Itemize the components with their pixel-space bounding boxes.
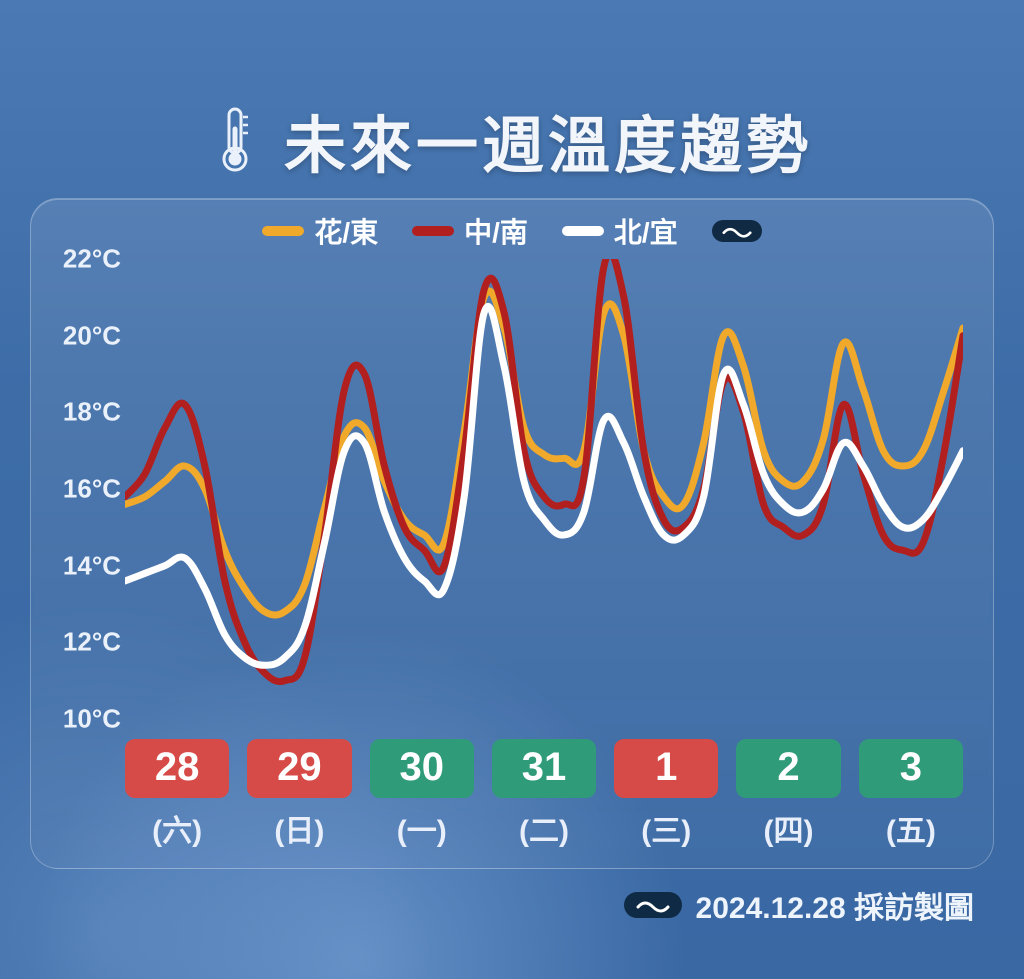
weekday-label: (六) bbox=[152, 806, 202, 850]
page-title: 未來一週溫度趨勢 bbox=[284, 95, 812, 185]
legend-swatch bbox=[412, 226, 454, 236]
y-axis-labels: 22°C20°C18°C16°C14°C12°C10°C bbox=[43, 259, 121, 719]
legend-swatch bbox=[262, 226, 304, 236]
day-badge: 30 bbox=[370, 739, 474, 798]
weekday-label: (五) bbox=[886, 806, 936, 850]
weekday-label: (三) bbox=[641, 806, 691, 850]
day-column: 29 (日) bbox=[247, 739, 351, 850]
weekday-label: (一) bbox=[397, 806, 447, 850]
day-badge: 28 bbox=[125, 739, 229, 798]
y-tick-label: 14°C bbox=[43, 550, 121, 581]
day-column: 28 (六) bbox=[125, 739, 229, 850]
legend-swatch bbox=[562, 226, 604, 236]
day-column: 2 (四) bbox=[736, 739, 840, 850]
footer: 2024.12.28 採訪製圖 bbox=[624, 883, 974, 927]
plot-area bbox=[125, 259, 963, 719]
chart-panel: 花/東 中/南 北/宜 22°C 20°C 18°C 16°C 14°C 12°C 10°C 2… bbox=[30, 198, 994, 869]
legend-item: 北/宜 bbox=[562, 211, 678, 251]
x-axis-days: 28 (六) 29 (日) 30 (一) 31 (二) 1 (三) 2 (四) 3 (五) bbox=[125, 739, 963, 850]
footer-text: 2024.12.28 採訪製圖 bbox=[696, 883, 974, 927]
day-badge: 2 bbox=[736, 739, 840, 798]
weekday-label: (四) bbox=[764, 806, 814, 850]
legend-item: 中/南 bbox=[412, 211, 528, 251]
thermometer-icon bbox=[212, 105, 258, 175]
day-column: 1 (三) bbox=[614, 739, 718, 850]
legend-label: 中/南 bbox=[464, 211, 528, 251]
y-tick-label: 12°C bbox=[43, 627, 121, 658]
y-tick-label: 20°C bbox=[43, 320, 121, 351]
legend-item: 花/東 bbox=[262, 211, 378, 251]
day-badge: 31 bbox=[492, 739, 596, 798]
legend: 花/東 中/南 北/宜 bbox=[31, 211, 993, 251]
y-tick-label: 18°C bbox=[43, 397, 121, 428]
y-tick-label: 16°C bbox=[43, 474, 121, 505]
legend-label: 花/東 bbox=[314, 211, 378, 251]
day-badge: 3 bbox=[859, 739, 963, 798]
weekday-label: (二) bbox=[519, 806, 569, 850]
y-tick-label: 10°C bbox=[43, 704, 121, 735]
logo-icon bbox=[712, 220, 762, 242]
title-row: 未來一週溫度趨勢 bbox=[0, 95, 1024, 185]
day-column: 3 (五) bbox=[859, 739, 963, 850]
day-column: 31 (二) bbox=[492, 739, 596, 850]
legend-label: 北/宜 bbox=[614, 211, 678, 251]
day-column: 30 (一) bbox=[370, 739, 474, 850]
logo-icon bbox=[624, 892, 682, 918]
weekday-label: (日) bbox=[274, 806, 324, 850]
series-line bbox=[125, 259, 963, 682]
y-tick-label: 22°C bbox=[43, 244, 121, 275]
day-badge: 1 bbox=[614, 739, 718, 798]
day-badge: 29 bbox=[247, 739, 351, 798]
